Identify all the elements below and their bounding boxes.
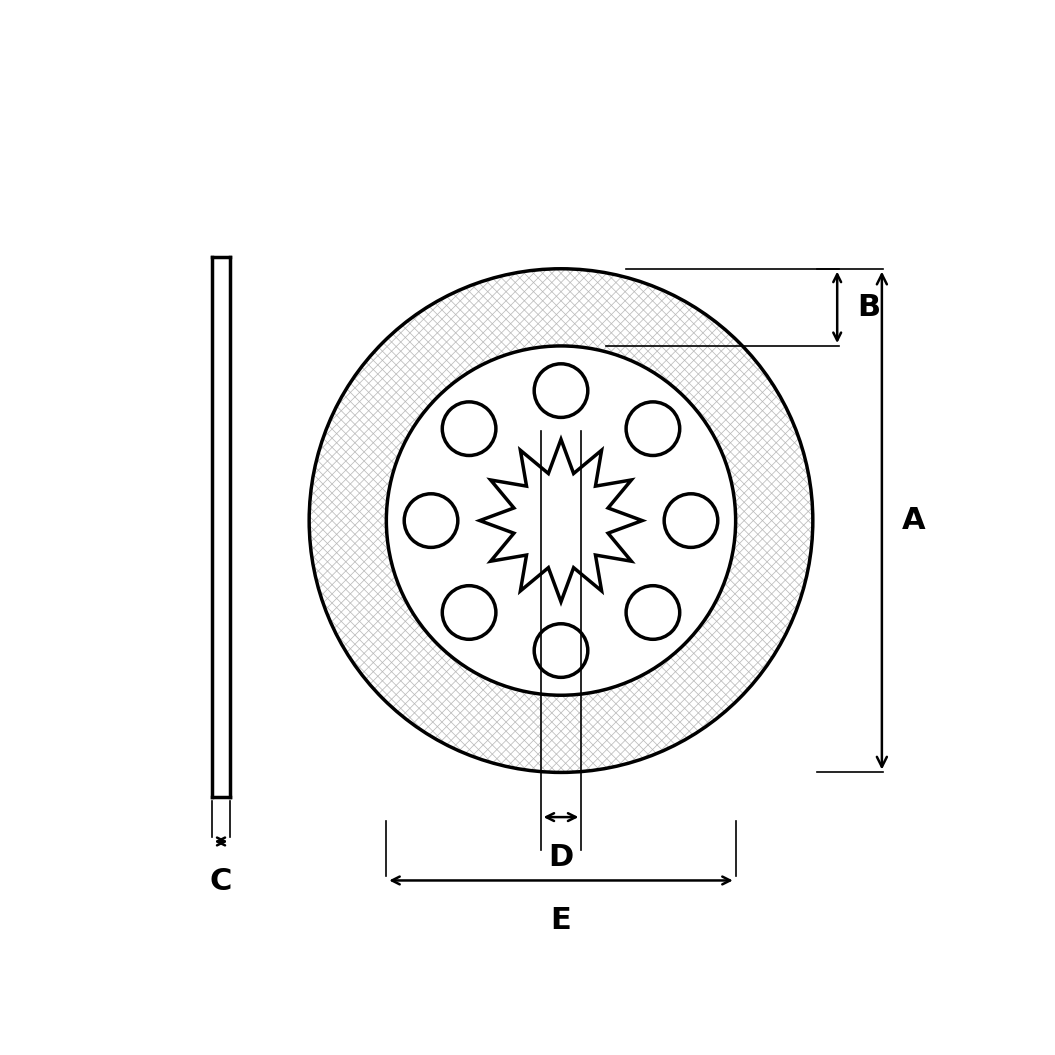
Text: B: B [858,293,881,322]
Text: C: C [210,867,232,897]
Circle shape [404,494,458,548]
Circle shape [534,364,588,418]
Text: D: D [549,843,574,872]
Circle shape [386,346,735,695]
Circle shape [626,402,679,456]
Circle shape [442,586,496,639]
Circle shape [626,586,679,639]
Text: A: A [902,506,926,535]
Circle shape [665,494,717,548]
Polygon shape [480,439,642,601]
Circle shape [534,624,588,677]
Circle shape [442,402,496,456]
Text: E: E [551,906,572,936]
